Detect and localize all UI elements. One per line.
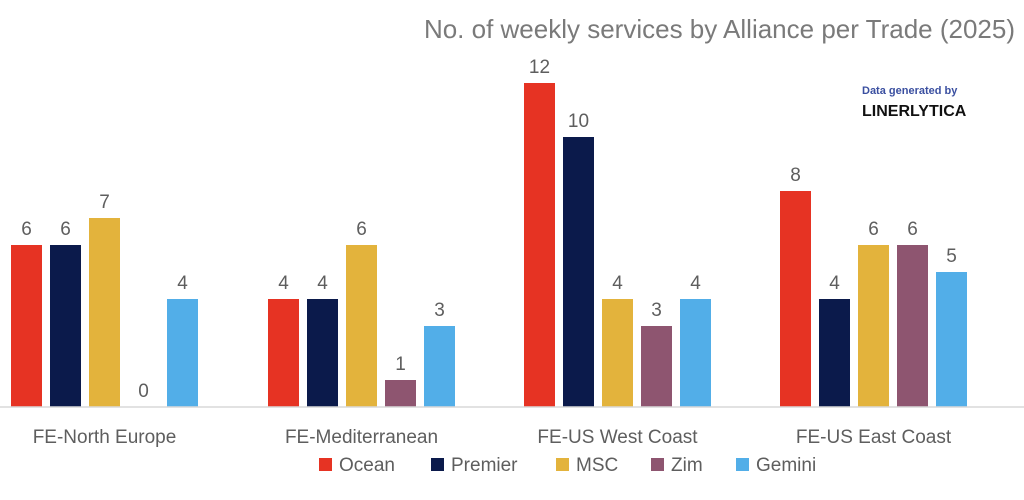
- value-label-fe-us-west-coast-gemini: 4: [690, 273, 701, 294]
- value-label-fe-us-west-coast-zim: 3: [651, 300, 662, 321]
- value-label-fe-us-east-coast-ocean: 8: [790, 165, 801, 186]
- legend-item-msc: MSC: [556, 455, 618, 476]
- bar-fe-mediterranean-zim: [385, 380, 416, 407]
- credit-brand: LINERLYTICA: [862, 103, 967, 120]
- bar-fe-us-west-coast-zim: [641, 326, 672, 407]
- value-label-fe-us-west-coast-premier: 10: [568, 111, 589, 132]
- credit-line-1: Data generated by: [862, 85, 958, 97]
- legend-item-premier: Premier: [431, 455, 518, 476]
- value-label-fe-us-east-coast-premier: 4: [829, 273, 840, 294]
- bar-fe-us-east-coast-premier: [819, 299, 850, 407]
- category-label-fe-mediterranean: FE-Mediterranean: [285, 427, 438, 448]
- value-label-fe-us-east-coast-gemini: 5: [946, 246, 957, 267]
- bar-fe-us-west-coast-ocean: [524, 83, 555, 407]
- bar-fe-mediterranean-gemini: [424, 326, 455, 407]
- bar-fe-mediterranean-ocean: [268, 299, 299, 407]
- legend-swatch-premier: [431, 458, 444, 471]
- legend-item-zim: Zim: [651, 455, 703, 476]
- value-label-fe-mediterranean-gemini: 3: [434, 300, 445, 321]
- value-label-fe-mediterranean-premier: 4: [317, 273, 328, 294]
- value-label-fe-north-europe-gemini: 4: [177, 273, 188, 294]
- bar-fe-mediterranean-msc: [346, 245, 377, 407]
- bar-fe-north-europe-msc: [89, 218, 120, 407]
- legend-label-gemini: Gemini: [756, 455, 816, 476]
- legend-label-ocean: Ocean: [339, 455, 395, 476]
- bar-fe-us-east-coast-msc: [858, 245, 889, 407]
- legend-item-ocean: Ocean: [319, 455, 395, 476]
- legend-swatch-ocean: [319, 458, 332, 471]
- bar-fe-us-west-coast-msc: [602, 299, 633, 407]
- chart-title: No. of weekly services by Alliance per T…: [424, 14, 1015, 44]
- value-label-fe-north-europe-msc: 7: [99, 192, 110, 213]
- bar-fe-us-west-coast-gemini: [680, 299, 711, 407]
- legend-label-zim: Zim: [671, 455, 703, 476]
- legend-item-gemini: Gemini: [736, 455, 816, 476]
- value-label-fe-north-europe-ocean: 6: [21, 219, 32, 240]
- legend: Ocean Premier MSC Zim Gemini: [319, 455, 816, 476]
- value-label-fe-us-east-coast-zim: 6: [907, 219, 918, 240]
- value-label-fe-north-europe-zim: 0: [138, 381, 149, 402]
- value-label-fe-mediterranean-ocean: 4: [278, 273, 289, 294]
- category-labels-layer: FE-North Europe FE-Mediterranean FE-US Wes…: [33, 427, 952, 448]
- bar-fe-us-east-coast-zim: [897, 245, 928, 407]
- bar-fe-north-europe-gemini: [167, 299, 198, 407]
- bar-fe-north-europe-ocean: [11, 245, 42, 407]
- bars-layer: [11, 83, 967, 407]
- value-label-fe-mediterranean-msc: 6: [356, 219, 367, 240]
- category-label-fe-us-east-coast: FE-US East Coast: [796, 427, 952, 448]
- legend-swatch-zim: [651, 458, 664, 471]
- bar-fe-us-east-coast-ocean: [780, 191, 811, 407]
- category-label-fe-us-west-coast: FE-US West Coast: [537, 427, 698, 448]
- value-labels-layer: 6 6 7 0 4 4 4 6 1 3 12 10 4 3 4 8 4 6 6 5: [21, 57, 957, 402]
- value-label-fe-mediterranean-zim: 1: [395, 354, 406, 375]
- legend-swatch-msc: [556, 458, 569, 471]
- legend-swatch-gemini: [736, 458, 749, 471]
- category-label-fe-north-europe: FE-North Europe: [33, 427, 177, 448]
- value-label-fe-north-europe-premier: 6: [60, 219, 71, 240]
- value-label-fe-us-west-coast-ocean: 12: [529, 57, 550, 78]
- legend-label-msc: MSC: [576, 455, 618, 476]
- bar-fe-us-west-coast-premier: [563, 137, 594, 407]
- bar-fe-mediterranean-premier: [307, 299, 338, 407]
- bar-fe-us-east-coast-gemini: [936, 272, 967, 407]
- value-label-fe-us-west-coast-msc: 4: [612, 273, 623, 294]
- bar-fe-north-europe-premier: [50, 245, 81, 407]
- legend-label-premier: Premier: [451, 455, 518, 476]
- value-label-fe-us-east-coast-msc: 6: [868, 219, 879, 240]
